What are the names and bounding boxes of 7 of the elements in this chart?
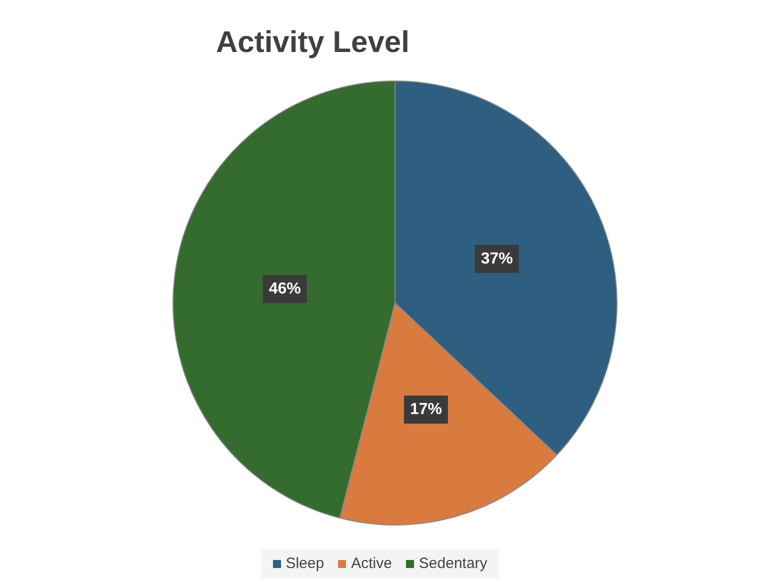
legend-label: Sedentary: [418, 555, 488, 572]
data-label: 46%: [268, 280, 301, 298]
legend-label: Active: [350, 555, 392, 572]
data-label: 37%: [480, 250, 513, 268]
data-label: 17%: [410, 401, 442, 418]
chart-title: Activity Level: [216, 26, 410, 60]
legend-label: Sleep: [284, 555, 324, 572]
